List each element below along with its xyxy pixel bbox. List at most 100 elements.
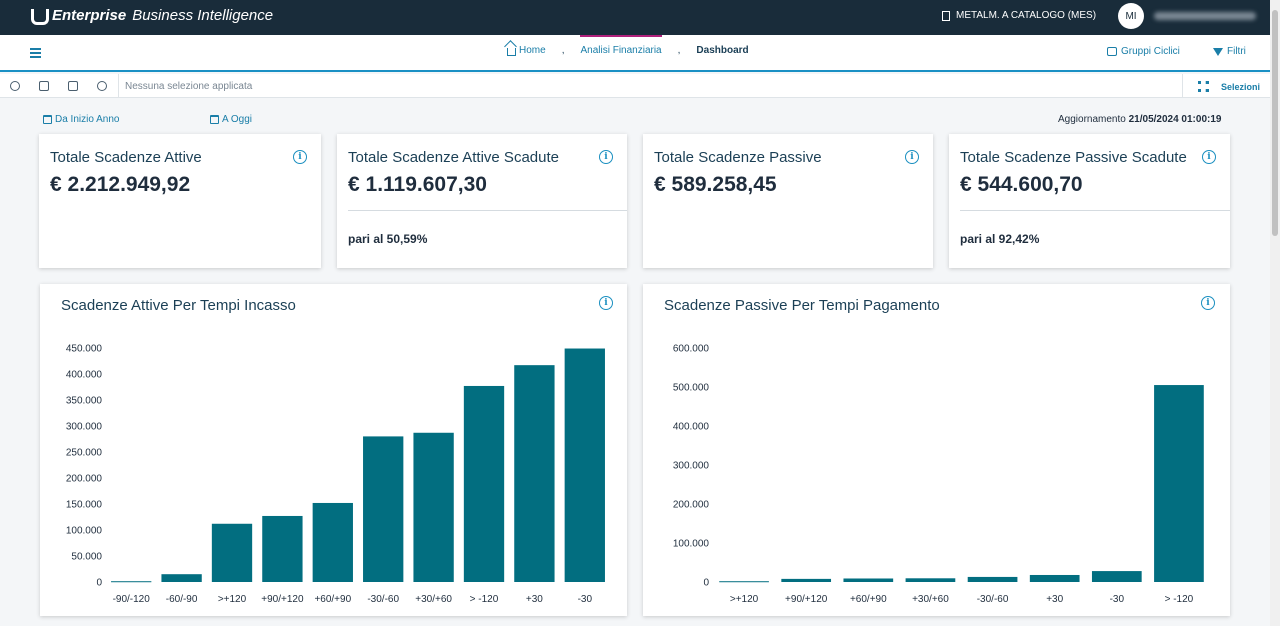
filter-icon [1213, 47, 1223, 56]
chart-bar[interactable] [843, 578, 894, 582]
breadcrumb-home[interactable]: Home [507, 45, 546, 56]
info-icon[interactable]: i [905, 150, 919, 164]
chart-panel-passive: 0 100.000 200.000 300.000 400.000 500.000 600.… [643, 284, 1230, 616]
chart-bar[interactable] [781, 578, 832, 582]
x-tick-label: +60/+90 [850, 594, 887, 605]
info-icon[interactable]: i [599, 296, 613, 310]
clear-selection-icon[interactable] [97, 81, 107, 91]
company-name: METALM. A CATALOGO (MES) [956, 10, 1097, 21]
kpi-value: € 544.600,70 [960, 173, 1083, 196]
zoom-search-icon[interactable] [10, 81, 20, 91]
y-tick-label: 400.000 [66, 370, 103, 381]
calendar-icon [210, 115, 219, 124]
nav-bar: Home , Analisi Finanziaria , Dashboard G… [0, 35, 1270, 72]
brand-bold: Enterprise [52, 7, 127, 24]
toolbar-divider [118, 74, 119, 98]
kpi-title: Totale Scadenze Attive Scadute [348, 149, 559, 166]
gruppi-ciclici-label: Gruppi Ciclici [1121, 46, 1180, 57]
info-icon[interactable]: i [599, 150, 613, 164]
page-scrollbar[interactable] [1270, 0, 1280, 626]
update-value: 21/05/2024 01:00:19 [1128, 114, 1222, 125]
x-tick-label: +30/+60 [912, 594, 949, 605]
chart-bar[interactable] [161, 574, 202, 582]
y-tick-label: 200.000 [66, 474, 103, 485]
last-update: Aggiornamento 21/05/2024 01:00:19 [1058, 114, 1221, 125]
top-bar: Enterprise Business Intelligence METALM.… [0, 0, 1270, 35]
selection-bar: Nessuna selezione applicata Selezioni [0, 74, 1270, 98]
kpi-card-passive: Totale Scadenze Passive € 589.258,45 i [643, 134, 933, 268]
info-icon[interactable]: i [1202, 150, 1216, 164]
scrollbar-thumb[interactable] [1272, 10, 1278, 236]
chart-bar[interactable] [1091, 571, 1142, 582]
breadcrumb-dashboard[interactable]: Dashboard [696, 45, 749, 56]
y-tick-label: 400.000 [673, 422, 710, 433]
x-tick-label: > -120 [1165, 594, 1194, 605]
y-tick-label: 200.000 [673, 500, 710, 511]
company-selector[interactable]: METALM. A CATALOGO (MES) [942, 10, 1096, 21]
building-icon [942, 10, 950, 21]
kpi-value: € 589.258,45 [654, 173, 777, 196]
filtri-button[interactable]: Filtri [1213, 46, 1246, 57]
y-tick-label: 300.000 [673, 461, 710, 472]
chart-bar[interactable] [413, 432, 454, 582]
x-tick-label: +30 [526, 594, 543, 605]
x-tick-label: +30 [1046, 594, 1063, 605]
info-icon[interactable]: i [1201, 296, 1215, 310]
brand-logo-icon [30, 8, 49, 25]
x-tick-label: -30 [1110, 594, 1125, 605]
x-tick-label: +90/+120 [785, 594, 828, 605]
y-tick-label: 150.000 [66, 500, 103, 511]
chart-bar[interactable] [262, 515, 303, 582]
kpi-note: pari al 50,59% [348, 232, 428, 246]
avatar[interactable]: MI [1118, 3, 1144, 29]
breadcrumb: Home , Analisi Finanziaria , Dashboard [507, 35, 749, 56]
chart-bar[interactable] [111, 581, 152, 583]
chart-bar[interactable] [564, 348, 605, 582]
kpi-card-attive-scadute: Totale Scadenze Attive Scadute € 1.119.6… [337, 134, 627, 268]
y-tick-label: 250.000 [66, 448, 103, 459]
breadcrumb-home-label: Home [519, 45, 546, 56]
y-tick-label: 0 [703, 578, 709, 589]
date-to-label: A Oggi [222, 114, 253, 125]
kpi-title: Totale Scadenze Passive [654, 149, 822, 166]
date-from-button[interactable]: Da Inizio Anno [43, 114, 120, 125]
date-to-button[interactable]: A Oggi [210, 114, 252, 125]
chart-bar[interactable] [719, 581, 769, 583]
kpi-note: pari al 92,42% [960, 232, 1040, 246]
chart-bar[interactable] [905, 578, 956, 582]
kpi-card-passive-scadute: Totale Scadenze Passive Scadute € 544.60… [949, 134, 1230, 268]
chart-bar[interactable] [967, 576, 1018, 582]
chart-bar[interactable] [463, 385, 505, 582]
info-icon[interactable]: i [293, 150, 307, 164]
chart-passive: 0 100.000 200.000 300.000 400.000 500.000 600.… [673, 344, 1204, 605]
x-tick-label: >+120 [218, 594, 247, 605]
x-tick-label: -30 [578, 594, 593, 605]
x-tick-label: -60/-90 [166, 594, 198, 605]
app-brand[interactable]: Enterprise Business Intelligence [30, 7, 274, 25]
gruppi-ciclici-button[interactable]: Gruppi Ciclici [1107, 46, 1180, 57]
update-label: Aggiornamento [1058, 114, 1126, 125]
chart-bar[interactable] [514, 365, 555, 582]
chart-bar[interactable] [1029, 574, 1080, 582]
select-forward-icon[interactable] [68, 81, 78, 91]
x-tick-label: > -120 [470, 594, 499, 605]
kpi-value: € 1.119.607,30 [348, 173, 487, 196]
selezioni-button[interactable]: Selezioni [1198, 81, 1260, 92]
username-blurred[interactable] [1154, 12, 1256, 20]
menu-icon[interactable] [30, 48, 41, 58]
chart-bar[interactable] [211, 523, 253, 582]
breadcrumb-separator: , [561, 45, 565, 56]
y-tick-label: 100.000 [66, 526, 103, 537]
y-tick-label: 0 [96, 578, 102, 589]
x-tick-label: >+120 [730, 594, 759, 605]
chart-bar[interactable] [312, 502, 353, 582]
kpi-title: Totale Scadenze Attive [50, 149, 202, 166]
chart-bar[interactable] [363, 436, 404, 582]
x-tick-label: -90/-120 [113, 594, 151, 605]
chart-bar[interactable] [1154, 385, 1204, 582]
brand-rest: Business Intelligence [132, 7, 274, 24]
breadcrumb-analisi[interactable]: Analisi Finanziaria [580, 35, 662, 56]
toolbar-divider [1182, 74, 1183, 98]
kpi-divider [960, 210, 1230, 211]
select-back-icon[interactable] [39, 81, 49, 91]
